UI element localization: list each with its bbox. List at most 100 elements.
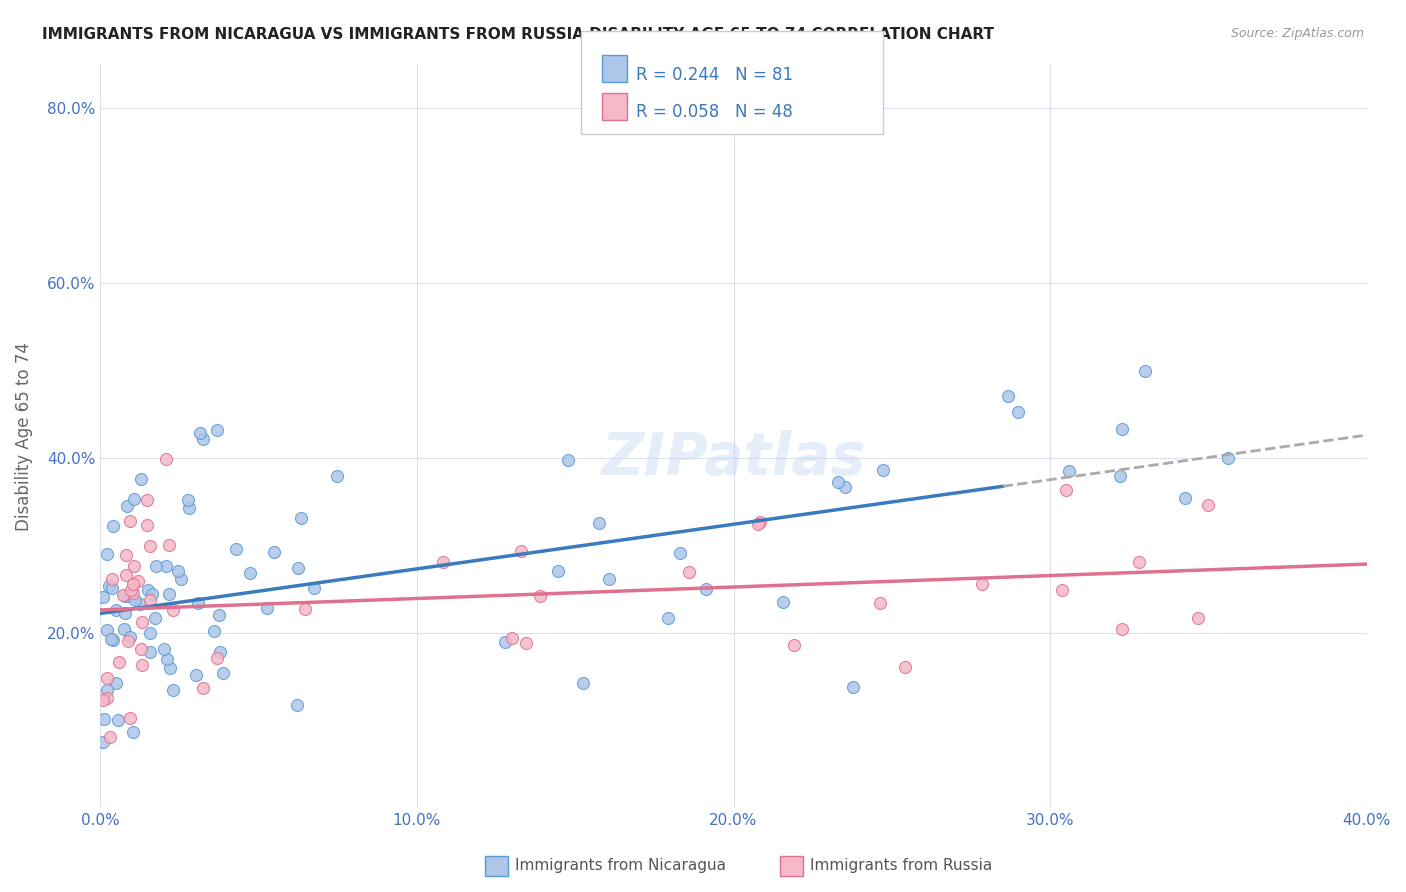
Point [93, 735, 115, 749]
Point [115, 548, 138, 562]
Point [747, 516, 769, 531]
Text: R = 0.058   N = 48: R = 0.058 N = 48 [636, 103, 793, 121]
Point [432, 555, 454, 569]
Point [100, 581, 122, 595]
Text: Immigrants from Russia: Immigrants from Russia [810, 858, 993, 872]
Point [159, 660, 181, 674]
Point [186, 668, 208, 682]
Point [225, 542, 247, 557]
Point [93, 590, 115, 604]
Point [145, 558, 167, 573]
Point [96, 623, 118, 637]
Point [302, 581, 325, 595]
Point [156, 652, 179, 666]
Point [325, 469, 347, 483]
Point [127, 574, 149, 588]
Point [131, 657, 153, 672]
Point [598, 572, 620, 586]
Point [834, 480, 856, 494]
Point [115, 500, 138, 514]
Point [162, 683, 184, 698]
Point [139, 645, 162, 659]
Point [657, 611, 679, 625]
Point [1007, 405, 1029, 419]
Point [96, 690, 118, 705]
Point [208, 607, 231, 622]
Point [93, 712, 115, 726]
Point [1216, 450, 1239, 465]
Point [970, 577, 993, 591]
Point [1050, 583, 1073, 598]
Point [188, 425, 211, 440]
Point [139, 625, 162, 640]
Point [157, 538, 180, 552]
Point [193, 681, 215, 695]
Point [155, 452, 177, 467]
Text: Immigrants from Nicaragua: Immigrants from Nicaragua [515, 858, 725, 872]
Point [129, 472, 152, 486]
Point [100, 632, 122, 646]
Text: Source: ZipAtlas.com: Source: ZipAtlas.com [1230, 27, 1364, 40]
Point [114, 606, 136, 620]
Point [129, 597, 152, 611]
Point [1109, 468, 1132, 483]
Point [101, 518, 124, 533]
Point [143, 611, 166, 625]
Point [187, 597, 209, 611]
Text: R = 0.244   N = 81: R = 0.244 N = 81 [636, 66, 793, 84]
Point [101, 633, 124, 648]
Point [98, 730, 121, 744]
Point [135, 518, 157, 533]
Point [131, 615, 153, 629]
Point [1111, 623, 1133, 637]
Point [1187, 610, 1209, 624]
Point [139, 592, 162, 607]
Point [872, 463, 894, 477]
Y-axis label: Disability Age 65 to 74: Disability Age 65 to 74 [15, 342, 32, 531]
Point [1174, 491, 1197, 505]
Point [1111, 422, 1133, 436]
Point [494, 634, 516, 648]
Point [120, 583, 142, 598]
Point [547, 564, 569, 578]
Point [167, 564, 190, 578]
Point [120, 630, 142, 644]
Point [107, 713, 129, 727]
Point [1133, 364, 1156, 378]
Point [96, 682, 118, 697]
Point [97, 578, 120, 592]
Point [162, 603, 184, 617]
Point [509, 544, 531, 558]
Point [290, 511, 312, 525]
Point [170, 572, 193, 586]
Point [772, 595, 794, 609]
Point [1054, 483, 1077, 497]
Point [153, 642, 176, 657]
Text: IMMIGRANTS FROM NICARAGUA VS IMMIGRANTS FROM RUSSIA DISABILITY AGE 65 TO 74 CORR: IMMIGRANTS FROM NICARAGUA VS IMMIGRANTS … [42, 27, 994, 42]
Text: ZIPatlas: ZIPatlas [602, 430, 866, 487]
Point [122, 558, 145, 573]
Point [557, 453, 579, 467]
Point [572, 676, 595, 690]
Point [1198, 498, 1220, 512]
Point [997, 389, 1019, 403]
Point [209, 645, 232, 659]
Point [827, 475, 849, 490]
Point [139, 539, 162, 553]
Point [104, 676, 127, 690]
Point [285, 698, 308, 713]
Point [108, 655, 131, 669]
Point [124, 593, 146, 607]
Point [669, 546, 692, 560]
Point [287, 561, 309, 575]
Point [157, 587, 180, 601]
Point [101, 572, 124, 586]
Point [117, 589, 139, 603]
Point [588, 516, 610, 530]
Point [131, 641, 153, 656]
Point [515, 636, 537, 650]
Point [1059, 464, 1081, 478]
Point [782, 638, 804, 652]
Point [104, 602, 127, 616]
Point [501, 632, 523, 646]
